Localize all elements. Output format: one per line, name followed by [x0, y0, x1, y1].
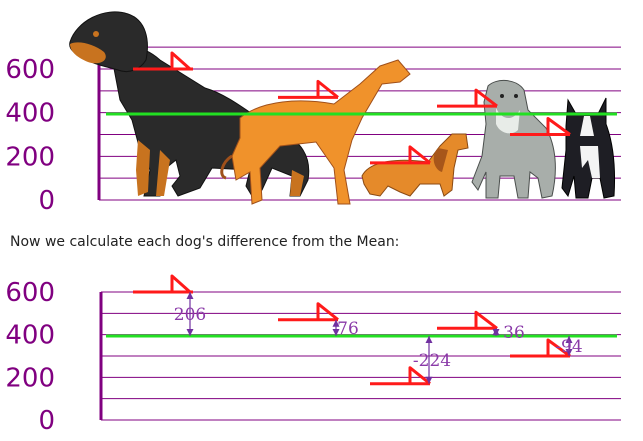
schnauzer-beard [496, 108, 520, 134]
difference-label: 206 [174, 305, 206, 325]
bottom-tick-label: 600 [5, 278, 55, 308]
rottweiler-eye [93, 31, 99, 37]
difference-label: 36 [503, 323, 525, 343]
boston-terrier-image [561, 97, 615, 199]
difference-label: -94 [555, 337, 582, 357]
difference-arrowhead [425, 376, 433, 384]
difference-arrowhead [332, 328, 340, 336]
top-tick-label: 600 [5, 55, 55, 85]
bottom-tick-label: 0 [38, 406, 55, 436]
difference-label: -224 [413, 351, 451, 371]
dog-images [69, 11, 615, 205]
difference-arrowhead [186, 292, 194, 299]
height-marker-triangle [316, 302, 339, 321]
greyhound-tail [220, 154, 233, 180]
difference-arrowhead [565, 335, 573, 343]
dachshund-body [361, 133, 469, 197]
difference-arrowhead [565, 349, 573, 356]
height-marker-triangle [316, 79, 339, 99]
caption-text: Now we calculate each dog's difference f… [10, 234, 400, 250]
rottweiler-head [69, 11, 148, 73]
bottom-tick-label: 400 [5, 321, 55, 351]
schnauzer-body [471, 80, 556, 199]
schnauzer-eye [500, 94, 504, 98]
difference-arrowhead [332, 319, 340, 327]
difference-arrowhead [492, 328, 500, 336]
height-marker-triangle [170, 51, 191, 71]
difference-arrowhead [186, 328, 194, 336]
bottom-chart: 600 400 200 0 206 76 -224 36 -94 [5, 274, 621, 436]
rottweiler-muzzle [70, 42, 106, 64]
top-tick-label: 200 [5, 142, 55, 172]
top-tick-label: 0 [38, 186, 55, 216]
greyhound-body [231, 59, 411, 205]
height-marker-triangle [474, 88, 498, 108]
schnauzer-eye-right [514, 94, 518, 98]
height-marker-triangle [546, 117, 571, 136]
dachshund-ear [433, 148, 448, 172]
height-marker-triangle [474, 310, 498, 330]
greyhound-image [220, 59, 411, 205]
boston-terrier-markings [580, 116, 600, 178]
height-marker-triangle [546, 338, 571, 358]
schnauzer-image [471, 80, 556, 199]
height-marker-triangle [170, 274, 191, 294]
top-chart: 600 400 200 0 [5, 11, 621, 216]
difference-arrowhead [425, 335, 433, 343]
bottom-tick-label: 200 [5, 363, 55, 393]
dachshund-image [361, 133, 469, 197]
top-tick-label: 400 [5, 99, 55, 129]
height-marker-triangle [408, 366, 431, 385]
height-marker-triangle [408, 145, 431, 165]
difference-label: 76 [337, 319, 359, 339]
